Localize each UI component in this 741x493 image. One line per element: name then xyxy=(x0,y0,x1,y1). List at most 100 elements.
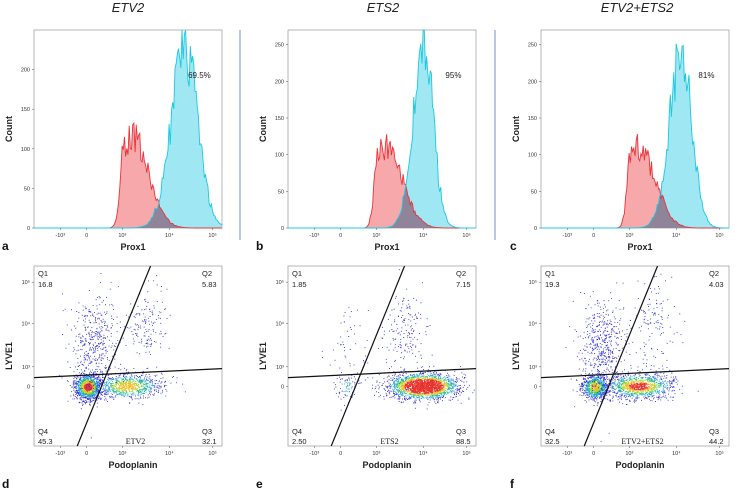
scatter-point xyxy=(108,345,110,347)
scatter-point xyxy=(411,375,413,376)
scatter-point xyxy=(149,378,151,380)
scatter-point xyxy=(96,381,98,382)
scatter-point xyxy=(74,383,76,385)
scatter-point xyxy=(431,387,433,389)
scatter-point xyxy=(428,393,430,395)
scatter-point xyxy=(110,378,112,379)
scatter-point xyxy=(432,375,433,377)
scatter-point xyxy=(414,376,416,378)
scatter-point xyxy=(86,394,88,396)
scatter-point xyxy=(425,384,426,386)
scatter-point xyxy=(136,378,137,380)
scatter-point xyxy=(85,377,86,378)
scatter-point xyxy=(88,384,90,386)
scatter-point xyxy=(429,377,430,379)
scatter-point xyxy=(91,381,93,383)
scatter-point xyxy=(430,389,432,390)
scatter-point xyxy=(397,388,399,390)
scatter-point xyxy=(437,387,439,389)
scatter-point xyxy=(444,383,445,385)
scatter-point xyxy=(90,315,92,317)
scatter-point xyxy=(426,392,428,394)
scatter-point xyxy=(389,385,391,387)
scatter-point xyxy=(125,383,126,385)
scatter-point xyxy=(122,385,124,386)
scatter-point xyxy=(130,384,132,386)
scatter-point xyxy=(120,392,122,393)
scatter-point xyxy=(452,378,454,380)
scatter-point xyxy=(397,390,399,391)
scatter-point xyxy=(394,384,395,386)
scatter-point xyxy=(82,393,84,395)
scatter-point xyxy=(129,386,131,387)
scatter-point xyxy=(90,385,92,387)
scatter-point xyxy=(165,395,167,397)
scatter-point xyxy=(451,390,452,392)
scatter-point xyxy=(396,386,398,388)
scatter-point xyxy=(417,387,419,389)
scatter-point xyxy=(439,387,441,389)
scatter-point xyxy=(440,389,441,391)
scatter-point xyxy=(423,372,424,374)
scatter-point xyxy=(103,334,105,336)
scatter-point xyxy=(399,390,401,392)
scatter-point xyxy=(104,396,106,398)
scatter-point xyxy=(415,389,416,391)
scatter-point xyxy=(81,380,83,382)
scatter-point xyxy=(406,390,408,392)
scatter-point xyxy=(435,380,437,382)
scatter-point xyxy=(437,378,439,380)
scatter-point xyxy=(89,343,91,345)
scatter-point xyxy=(446,383,448,385)
scatter-point xyxy=(135,389,137,391)
scatter-point xyxy=(125,391,127,393)
scatter-point xyxy=(416,374,418,375)
scatter-point xyxy=(139,387,141,389)
scatter-point xyxy=(152,385,154,387)
scatter-point xyxy=(90,382,92,384)
scatter-point xyxy=(430,389,432,391)
scatter-point xyxy=(154,375,156,377)
scatter-point xyxy=(426,388,428,390)
scatter-point xyxy=(131,388,133,390)
scatter-point xyxy=(143,326,145,328)
scatter-point xyxy=(142,380,144,381)
scatter-point xyxy=(95,362,97,364)
scatter-point xyxy=(410,388,412,390)
scatter-point xyxy=(122,393,124,395)
scatter-point xyxy=(418,375,420,377)
scatter-point xyxy=(98,336,100,337)
scatter-point xyxy=(413,388,415,390)
scatter-point xyxy=(412,390,414,391)
scatter-point xyxy=(85,392,87,394)
scatter-point xyxy=(86,366,87,368)
scatter-point xyxy=(430,396,432,398)
scatter-point xyxy=(72,381,74,383)
scatter-point xyxy=(393,393,395,395)
scatter-point xyxy=(106,389,108,391)
scatter-point xyxy=(435,377,436,379)
scatter-point xyxy=(108,359,110,361)
scatter-point xyxy=(405,380,407,382)
scatter-point xyxy=(166,390,168,392)
scatter-point xyxy=(412,379,414,381)
scatter-point xyxy=(84,388,86,389)
scatter-point xyxy=(101,383,103,385)
scatter-point xyxy=(87,389,89,391)
series-line-stained xyxy=(34,29,223,229)
scatter-point xyxy=(423,390,425,392)
scatter-point xyxy=(155,383,157,384)
scatter-point xyxy=(83,387,84,389)
scatter-point xyxy=(85,393,87,395)
scatter-point xyxy=(107,375,109,376)
scatter-point xyxy=(420,395,422,397)
scatter-point xyxy=(120,369,122,371)
scatter-point xyxy=(425,378,426,380)
scatter-point xyxy=(138,327,140,328)
scatter-point xyxy=(120,394,122,395)
scatter-point xyxy=(454,391,456,393)
scatter-point xyxy=(76,378,77,380)
scatter-point xyxy=(77,395,79,396)
scatter-point xyxy=(72,350,74,352)
scatter-point xyxy=(123,387,125,389)
